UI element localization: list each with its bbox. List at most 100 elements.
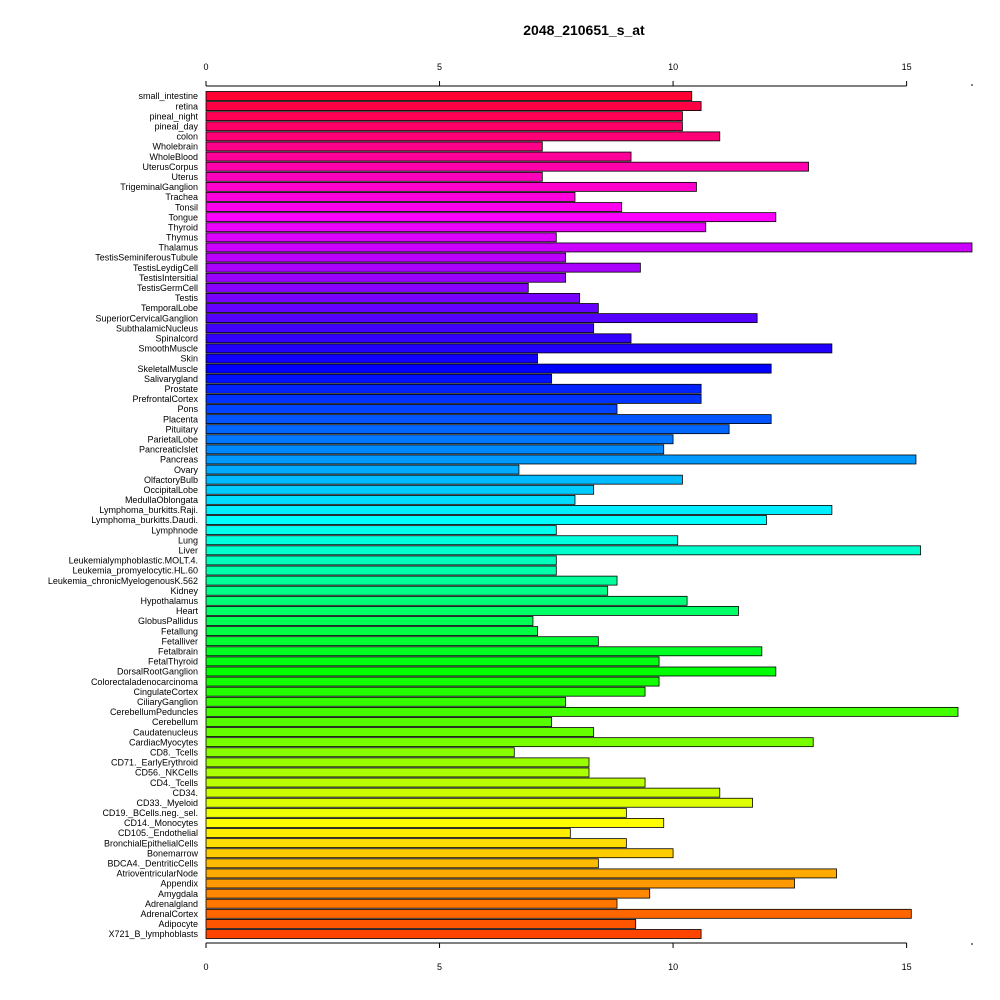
category-labels: small_intestineretinapineal_nightpineal_… [48, 91, 199, 939]
bar [205, 838, 627, 849]
bar [205, 212, 777, 223]
category-label: Leukemialymphoblastic.MOLT.4. [69, 556, 198, 566]
category-label: Testis [175, 293, 199, 303]
category-label: CD14._Monocytes [124, 818, 199, 828]
bar [205, 171, 543, 182]
bar [205, 888, 651, 899]
bar [205, 919, 637, 929]
bar [205, 373, 553, 384]
bar [205, 616, 534, 626]
category-label: UterusCorpus [142, 162, 198, 172]
bar [205, 717, 553, 727]
category-label: Tongue [168, 212, 198, 222]
bar [205, 293, 581, 303]
category-label: TestisIntersitial [139, 273, 198, 283]
bar [205, 121, 683, 132]
category-label: Placenta [163, 414, 198, 424]
bar [205, 494, 576, 505]
top-tick-label: 5 [437, 62, 442, 72]
bar [205, 181, 697, 192]
category-label: Fetalliver [161, 636, 198, 646]
category-label: X721_B_lymphoblasts [108, 929, 198, 939]
bar [205, 282, 529, 293]
bar [205, 585, 609, 596]
bar [205, 696, 567, 707]
category-label: OccipitalLobe [143, 485, 198, 495]
category-label: Thalamus [158, 243, 198, 253]
bar [205, 747, 515, 758]
top-tick-label: 15 [902, 62, 912, 72]
bar [205, 464, 520, 475]
bar [205, 767, 590, 778]
bar [205, 807, 627, 818]
category-label: Prostate [164, 384, 198, 394]
category-label: GlobusPallidus [138, 616, 199, 626]
category-label: Skin [180, 354, 198, 364]
bottom-tick-label: 5 [437, 962, 442, 972]
category-label: CiliaryGanglion [137, 697, 198, 707]
category-label: CD105._Endothelial [118, 828, 198, 838]
bar [205, 192, 576, 202]
category-label: BDCA4._DentriticCells [107, 859, 198, 869]
bar [205, 676, 660, 687]
bar [205, 444, 665, 455]
bar [205, 858, 599, 869]
bar [205, 787, 721, 798]
category-label: Leukemia_chronicMyelogenousK.562 [48, 576, 198, 586]
bottom-tick-label: 0 [203, 962, 208, 972]
bar [205, 646, 763, 657]
bar [205, 454, 917, 465]
top-tick-label: 0 [203, 62, 208, 72]
bar [205, 141, 543, 152]
bar [205, 727, 595, 737]
bar [205, 565, 557, 576]
bars [205, 91, 973, 939]
category-label: Thymus [166, 233, 199, 243]
bar [205, 404, 618, 414]
bar [205, 848, 674, 859]
category-label: pineal_night [149, 111, 198, 121]
category-label: Amygdala [158, 889, 198, 899]
bottom-tick-label: 10 [668, 962, 678, 972]
category-label: MedullaOblongata [125, 495, 198, 505]
bar [205, 262, 641, 273]
category-label: ParietalLobe [147, 434, 198, 444]
bar [205, 353, 539, 364]
category-label: PancreaticIslet [139, 445, 199, 455]
bar [205, 606, 739, 616]
category-label: Hypothalamus [140, 596, 198, 606]
bar [205, 898, 618, 909]
bar [205, 777, 646, 788]
bar [205, 333, 632, 344]
category-label: Heart [176, 606, 199, 616]
category-label: Colorectaladenocarcinoma [91, 677, 198, 687]
bar [205, 424, 730, 435]
bar [205, 636, 599, 647]
category-label: TrigeminalGanglion [120, 182, 198, 192]
bar [205, 505, 833, 515]
category-label: Kidney [170, 586, 198, 596]
bar [205, 575, 618, 586]
category-label: TestisSeminiferousTubule [95, 253, 198, 263]
bar [205, 878, 795, 889]
category-label: Lymphoma_burkitts.Daudi. [91, 515, 198, 525]
bar [205, 252, 567, 263]
bar [205, 797, 753, 808]
bar [205, 929, 702, 939]
bar [205, 868, 837, 879]
bar [205, 111, 683, 122]
bar [205, 202, 623, 212]
category-label: CerebellumPeduncles [110, 707, 199, 717]
bar [205, 414, 772, 424]
category-label: small_intestine [138, 91, 198, 101]
bar [205, 363, 772, 374]
category-label: colon [176, 132, 198, 142]
bar [205, 232, 557, 243]
category-label: BronchialEpithelialCells [104, 838, 199, 848]
category-label: Adipocyte [158, 919, 198, 929]
top-tick-label: 10 [668, 62, 678, 72]
bar [205, 222, 707, 233]
category-label: CD8._Tcells [150, 747, 199, 757]
top-axis: 0 5 10 15 [203, 62, 973, 87]
